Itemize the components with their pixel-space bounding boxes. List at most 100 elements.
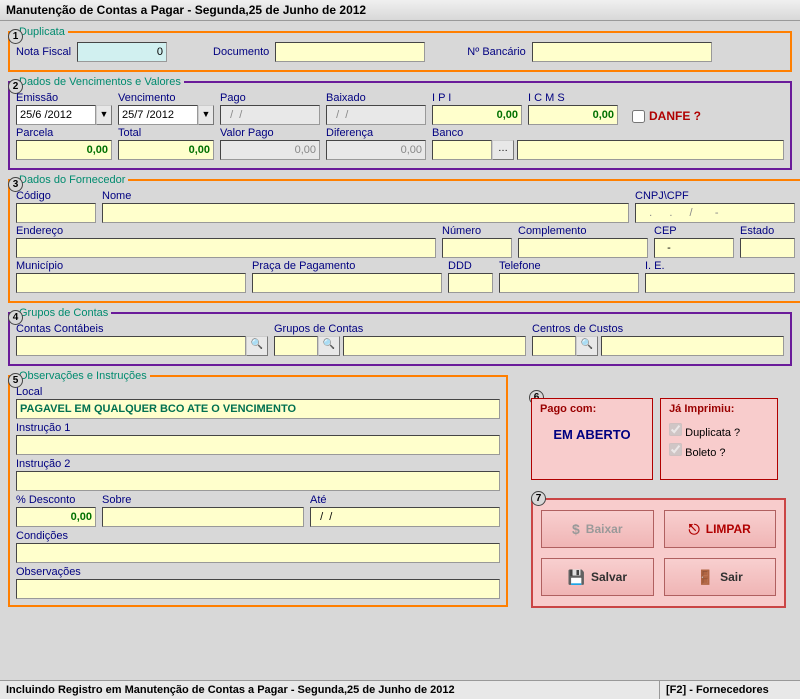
icms-label: I C M S [528, 92, 618, 104]
nota-fiscal-input[interactable] [77, 42, 167, 62]
endereco-input[interactable] [16, 238, 436, 258]
municipio-label: Município [16, 260, 246, 272]
baixado-input [326, 105, 426, 125]
telefone-input[interactable] [499, 273, 639, 293]
sobre-input[interactable] [102, 507, 304, 527]
diferenca-label: Diferença [326, 127, 426, 139]
pago-input [220, 105, 320, 125]
nbanc-label: Nº Bancário [467, 46, 525, 58]
ipi-label: I P I [432, 92, 522, 104]
emissao-input[interactable] [16, 105, 96, 125]
exit-icon: 🚪 [697, 569, 714, 586]
status-right: [F2] - Fornecedores [660, 681, 800, 699]
gruposc-label: Grupos de Contas [274, 323, 526, 335]
parcela-input[interactable] [16, 140, 112, 160]
vencimentos-group: 2 Dados de Vencimentos e Valores Emissão… [8, 76, 792, 170]
cep-input[interactable] [654, 238, 734, 258]
save-icon: 💾 [568, 569, 585, 586]
forn-legend: Dados do Fornecedor [16, 174, 128, 186]
ddd-input[interactable] [448, 273, 493, 293]
grupos-lookup-icon[interactable]: 🔍 [318, 336, 340, 356]
imprimiu-box: Já Imprimiu: Duplicata ? Boleto ? [660, 398, 778, 480]
vencimento-dropdown[interactable]: ▼ [198, 105, 214, 125]
numero-input[interactable] [442, 238, 512, 258]
praca-label: Praça de Pagamento [252, 260, 442, 272]
instr2-input[interactable] [16, 471, 500, 491]
emissao-dropdown[interactable]: ▼ [96, 105, 112, 125]
contas-input[interactable] [16, 336, 246, 356]
municipio-input[interactable] [16, 273, 246, 293]
total-label: Total [118, 127, 214, 139]
praca-input[interactable] [252, 273, 442, 293]
obs-input[interactable] [16, 579, 500, 599]
ate-input[interactable] [310, 507, 500, 527]
limpar-label: LIMPAR [706, 522, 751, 536]
desconto-label: % Desconto [16, 494, 96, 506]
boleto-checkbox [669, 443, 682, 456]
sair-button[interactable]: 🚪 Sair [664, 558, 777, 596]
total-input[interactable] [118, 140, 214, 160]
pago-com-box: Pago com: EM ABERTO [531, 398, 653, 480]
marker-4: 4 [8, 310, 23, 325]
fornecedor-group: 3 Dados do Fornecedor Código Nome CNPJ\C… [8, 174, 800, 303]
salvar-button[interactable]: 💾 Salvar [541, 558, 654, 596]
marker-1: 1 [8, 29, 23, 44]
numero-label: Número [442, 225, 512, 237]
parcela-label: Parcela [16, 127, 112, 139]
banco-code-input[interactable] [432, 140, 492, 160]
nome-input[interactable] [102, 203, 629, 223]
centros-desc-input[interactable] [601, 336, 784, 356]
ipi-input[interactable] [432, 105, 522, 125]
danfe-checkbox[interactable] [632, 110, 645, 123]
banco-desc-input[interactable] [517, 140, 784, 160]
documento-input[interactable] [275, 42, 425, 62]
status-left: Incluindo Registro em Manutenção de Cont… [0, 681, 660, 699]
contas-lookup-icon[interactable]: 🔍 [246, 336, 268, 356]
pago-com-title: Pago com: [540, 403, 644, 415]
obs-legend: Observações e Instruções [16, 370, 150, 382]
sobre-label: Sobre [102, 494, 304, 506]
endereco-label: Endereço [16, 225, 436, 237]
cond-input[interactable] [16, 543, 500, 563]
grupos-code-input[interactable] [274, 336, 318, 356]
centros-code-input[interactable] [532, 336, 576, 356]
ate-label: Até [310, 494, 500, 506]
grupos-desc-input[interactable] [343, 336, 526, 356]
ie-input[interactable] [645, 273, 795, 293]
codigo-input[interactable] [16, 203, 96, 223]
duplicata-legend: Duplicata [16, 26, 68, 38]
grupos-group: 4 Grupos de Contas Contas Contábeis 🔍 Gr… [8, 307, 792, 366]
valorpago-input [220, 140, 320, 160]
duplicata-cb-label: Duplicata ? [685, 427, 740, 439]
duplicata-checkbox [669, 423, 682, 436]
complemento-input[interactable] [518, 238, 648, 258]
vencimento-input[interactable] [118, 105, 198, 125]
salvar-label: Salvar [591, 570, 627, 584]
local-input[interactable] [16, 399, 500, 419]
instr2-label: Instrução 2 [16, 458, 500, 470]
cep-label: CEP [654, 225, 734, 237]
centros-label: Centros de Custos [532, 323, 784, 335]
ddd-label: DDD [448, 260, 493, 272]
limpar-button[interactable]: ⎋ LIMPAR [664, 510, 777, 548]
imprimiu-title: Já Imprimiu: [669, 403, 769, 415]
banco-lookup-button[interactable]: … [492, 140, 514, 160]
cond-label: Condições [16, 530, 500, 542]
icms-input[interactable] [528, 105, 618, 125]
button-panel: 7 $ Baixar ⎋ LIMPAR 💾 Salvar 🚪 Sair [531, 498, 786, 608]
cnpj-input[interactable] [635, 203, 795, 223]
nbanc-input[interactable] [532, 42, 712, 62]
money-icon: $ [572, 521, 580, 537]
local-label: Local [16, 386, 500, 398]
baixar-button[interactable]: $ Baixar [541, 510, 654, 548]
centros-lookup-icon[interactable]: 🔍 [576, 336, 598, 356]
diferenca-input [326, 140, 426, 160]
estado-input[interactable] [740, 238, 795, 258]
telefone-label: Telefone [499, 260, 639, 272]
baixar-label: Baixar [586, 522, 623, 536]
marker-2: 2 [8, 79, 23, 94]
desconto-input[interactable] [16, 507, 96, 527]
obs-group: 5 Observações e Instruções Local Instruç… [8, 370, 508, 607]
instr1-input[interactable] [16, 435, 500, 455]
sair-label: Sair [720, 570, 743, 584]
